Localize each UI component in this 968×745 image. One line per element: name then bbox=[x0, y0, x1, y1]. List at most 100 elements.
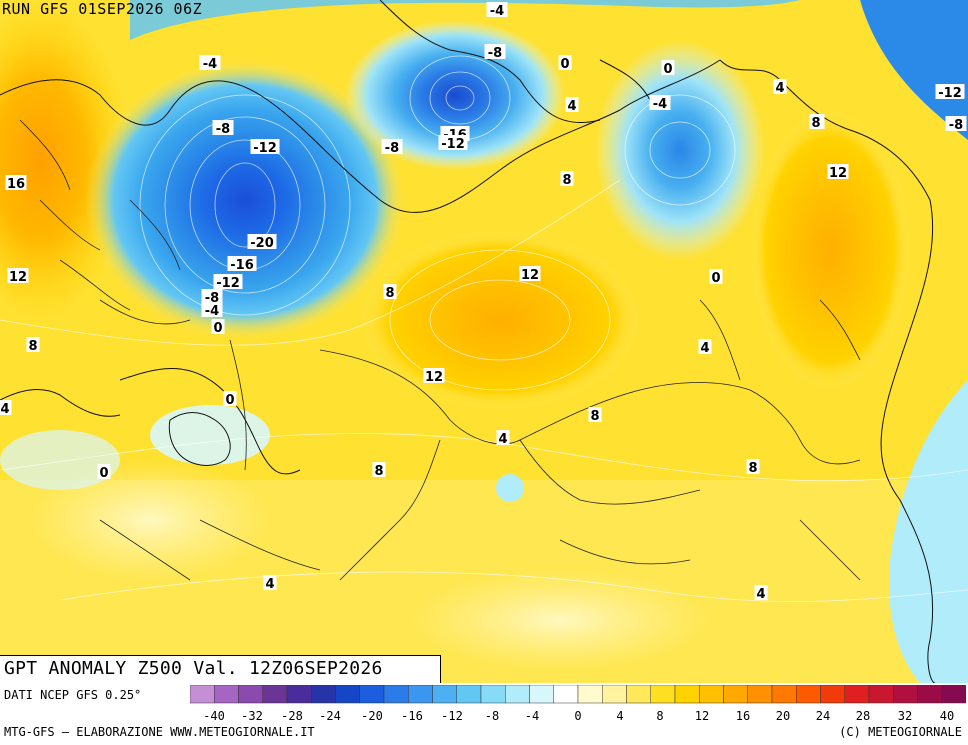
color-scale-swatch bbox=[432, 685, 457, 704]
warm-anomaly-central bbox=[360, 230, 640, 410]
contour-label-bg bbox=[213, 274, 243, 289]
contour-label-bg bbox=[945, 116, 967, 131]
color-scale-label: 32 bbox=[898, 709, 912, 723]
contour-label: -4 bbox=[205, 304, 219, 319]
color-scale-swatch bbox=[626, 685, 651, 704]
contour-label-bg bbox=[588, 407, 602, 422]
contour-label-bg bbox=[263, 575, 277, 590]
contour-label: 8 bbox=[562, 173, 571, 188]
contour-label-bg bbox=[754, 585, 768, 600]
contour-label: 4 bbox=[498, 432, 507, 447]
color-scale-label: 24 bbox=[816, 709, 830, 723]
color-scale-label: 28 bbox=[856, 709, 870, 723]
color-scale-swatch bbox=[917, 685, 942, 704]
contour-label-bg bbox=[496, 430, 510, 445]
contour-label-bg bbox=[381, 139, 403, 154]
contour-label: 8 bbox=[28, 339, 37, 354]
color-scale-label: 20 bbox=[776, 709, 790, 723]
footer: DATI NCEP GFS 0.25° -40 -32 -28 -24 -20 -16 -1… bbox=[0, 683, 968, 745]
color-scale-swatch bbox=[650, 685, 676, 704]
contour-label: -4 bbox=[653, 97, 667, 112]
color-scale-swatch bbox=[190, 685, 215, 704]
color-scale-label: 12 bbox=[695, 709, 709, 723]
contour-label-bg bbox=[199, 55, 221, 70]
color-scale-label: -16 bbox=[401, 709, 423, 723]
color-scale-label: -24 bbox=[319, 709, 341, 723]
contour-label: -8 bbox=[488, 46, 502, 61]
contour-label-bg bbox=[383, 284, 397, 299]
color-scale-label: -12 bbox=[441, 709, 463, 723]
contour-label: 12 bbox=[9, 270, 27, 285]
color-scale-swatch bbox=[771, 685, 797, 704]
contour-label-bg bbox=[484, 44, 506, 59]
contour-label-bg bbox=[201, 302, 223, 317]
cold-anomaly-caspian bbox=[150, 405, 270, 465]
contour-label-bg bbox=[486, 2, 508, 17]
color-scale-swatch bbox=[335, 685, 360, 704]
contour-label-bg bbox=[212, 120, 234, 135]
warm-anomaly-east bbox=[750, 110, 910, 390]
color-scale-swatch bbox=[577, 685, 603, 704]
contour-label-bg bbox=[661, 60, 675, 75]
credit-right: (C) METEOGIORNALE bbox=[839, 725, 962, 739]
data-source: DATI NCEP GFS 0.25° bbox=[4, 688, 142, 702]
color-scale-swatch bbox=[262, 685, 288, 704]
color-scale-label: 4 bbox=[616, 709, 623, 723]
color-scale-swatch bbox=[723, 685, 748, 704]
contour-label: 4 bbox=[756, 587, 765, 602]
map-title-box: GPT ANOMALY Z500 Val. 12Z06SEP2026 bbox=[0, 655, 441, 683]
color-scale-swatch bbox=[674, 685, 700, 704]
color-scale-label: 16 bbox=[736, 709, 750, 723]
contour-label-bg bbox=[746, 459, 760, 474]
contour-label: -12 bbox=[441, 137, 465, 152]
contour-label-bg bbox=[372, 462, 386, 477]
contour-label: -4 bbox=[203, 57, 217, 72]
color-scale-swatch bbox=[408, 685, 433, 704]
contour-label-bg bbox=[201, 289, 223, 304]
color-scale-swatch bbox=[868, 685, 894, 704]
color-scale-swatch bbox=[553, 685, 579, 704]
contour-label-bg bbox=[211, 319, 225, 334]
cold-anomaly-northeast-corner bbox=[860, 0, 968, 140]
contour-label: 8 bbox=[811, 116, 820, 131]
contour-label-bg bbox=[223, 391, 237, 406]
contour-label: 4 bbox=[567, 99, 576, 114]
color-scale: -40 -32 -28 -24 -20 -16 -12 -8 -4 0 4 8 12 16 20 24 28 32… bbox=[190, 685, 966, 723]
contour-label-bg bbox=[0, 400, 12, 415]
credit-left: MTG-GFS — ELABORAZIONE WWW.METEOGIORNALE… bbox=[4, 725, 315, 739]
contour-label: -8 bbox=[216, 122, 230, 137]
color-scale-swatch bbox=[529, 685, 554, 704]
contour-label-bg bbox=[7, 268, 29, 283]
contour-label-bg bbox=[97, 464, 111, 479]
contour-label: 4 bbox=[0, 402, 9, 417]
contour-label: 4 bbox=[265, 577, 274, 592]
color-scale-swatch bbox=[456, 685, 482, 704]
color-scale-swatch bbox=[941, 685, 966, 704]
color-scale-label: 40 bbox=[940, 709, 954, 723]
contour-label-bg bbox=[565, 97, 579, 112]
color-scale-swatch bbox=[238, 685, 263, 704]
cold-anomaly-barents bbox=[345, 20, 565, 170]
color-scale-label: -4 bbox=[525, 709, 539, 723]
contour-label: -20 bbox=[250, 236, 274, 251]
cold-anomaly-west-scandinavia bbox=[85, 60, 405, 340]
contour-label: 0 bbox=[560, 57, 569, 72]
contour-label: -12 bbox=[253, 141, 277, 156]
contour-label: 12 bbox=[425, 370, 443, 385]
color-scale-swatch bbox=[383, 685, 409, 704]
color-scale-label: 8 bbox=[656, 709, 663, 723]
contour-label-bg bbox=[5, 175, 27, 190]
contour-label: 4 bbox=[775, 81, 784, 96]
color-scale-swatch bbox=[893, 685, 918, 704]
contour-label-bg bbox=[519, 266, 541, 281]
contour-label: -12 bbox=[938, 86, 962, 101]
contour-label-bg bbox=[250, 139, 280, 154]
contour-label: 8 bbox=[385, 286, 394, 301]
contour-label: 0 bbox=[225, 393, 234, 408]
contour-label-bg bbox=[438, 135, 468, 150]
color-scale-swatch bbox=[844, 685, 870, 704]
run-label: RUN GFS 01SEP2026 06Z bbox=[2, 0, 203, 18]
contour-label-bg bbox=[709, 269, 723, 284]
contour-label: 0 bbox=[663, 62, 672, 77]
contour-label: 0 bbox=[99, 466, 108, 481]
